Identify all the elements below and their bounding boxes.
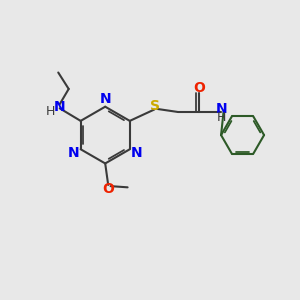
Text: N: N [99,92,111,106]
Text: S: S [150,99,160,113]
Text: N: N [216,102,228,116]
Text: N: N [54,100,66,114]
Text: O: O [102,182,114,197]
Text: H: H [217,111,226,124]
Text: N: N [131,146,142,160]
Text: H: H [46,105,56,118]
Text: O: O [193,81,205,95]
Text: N: N [68,146,80,160]
